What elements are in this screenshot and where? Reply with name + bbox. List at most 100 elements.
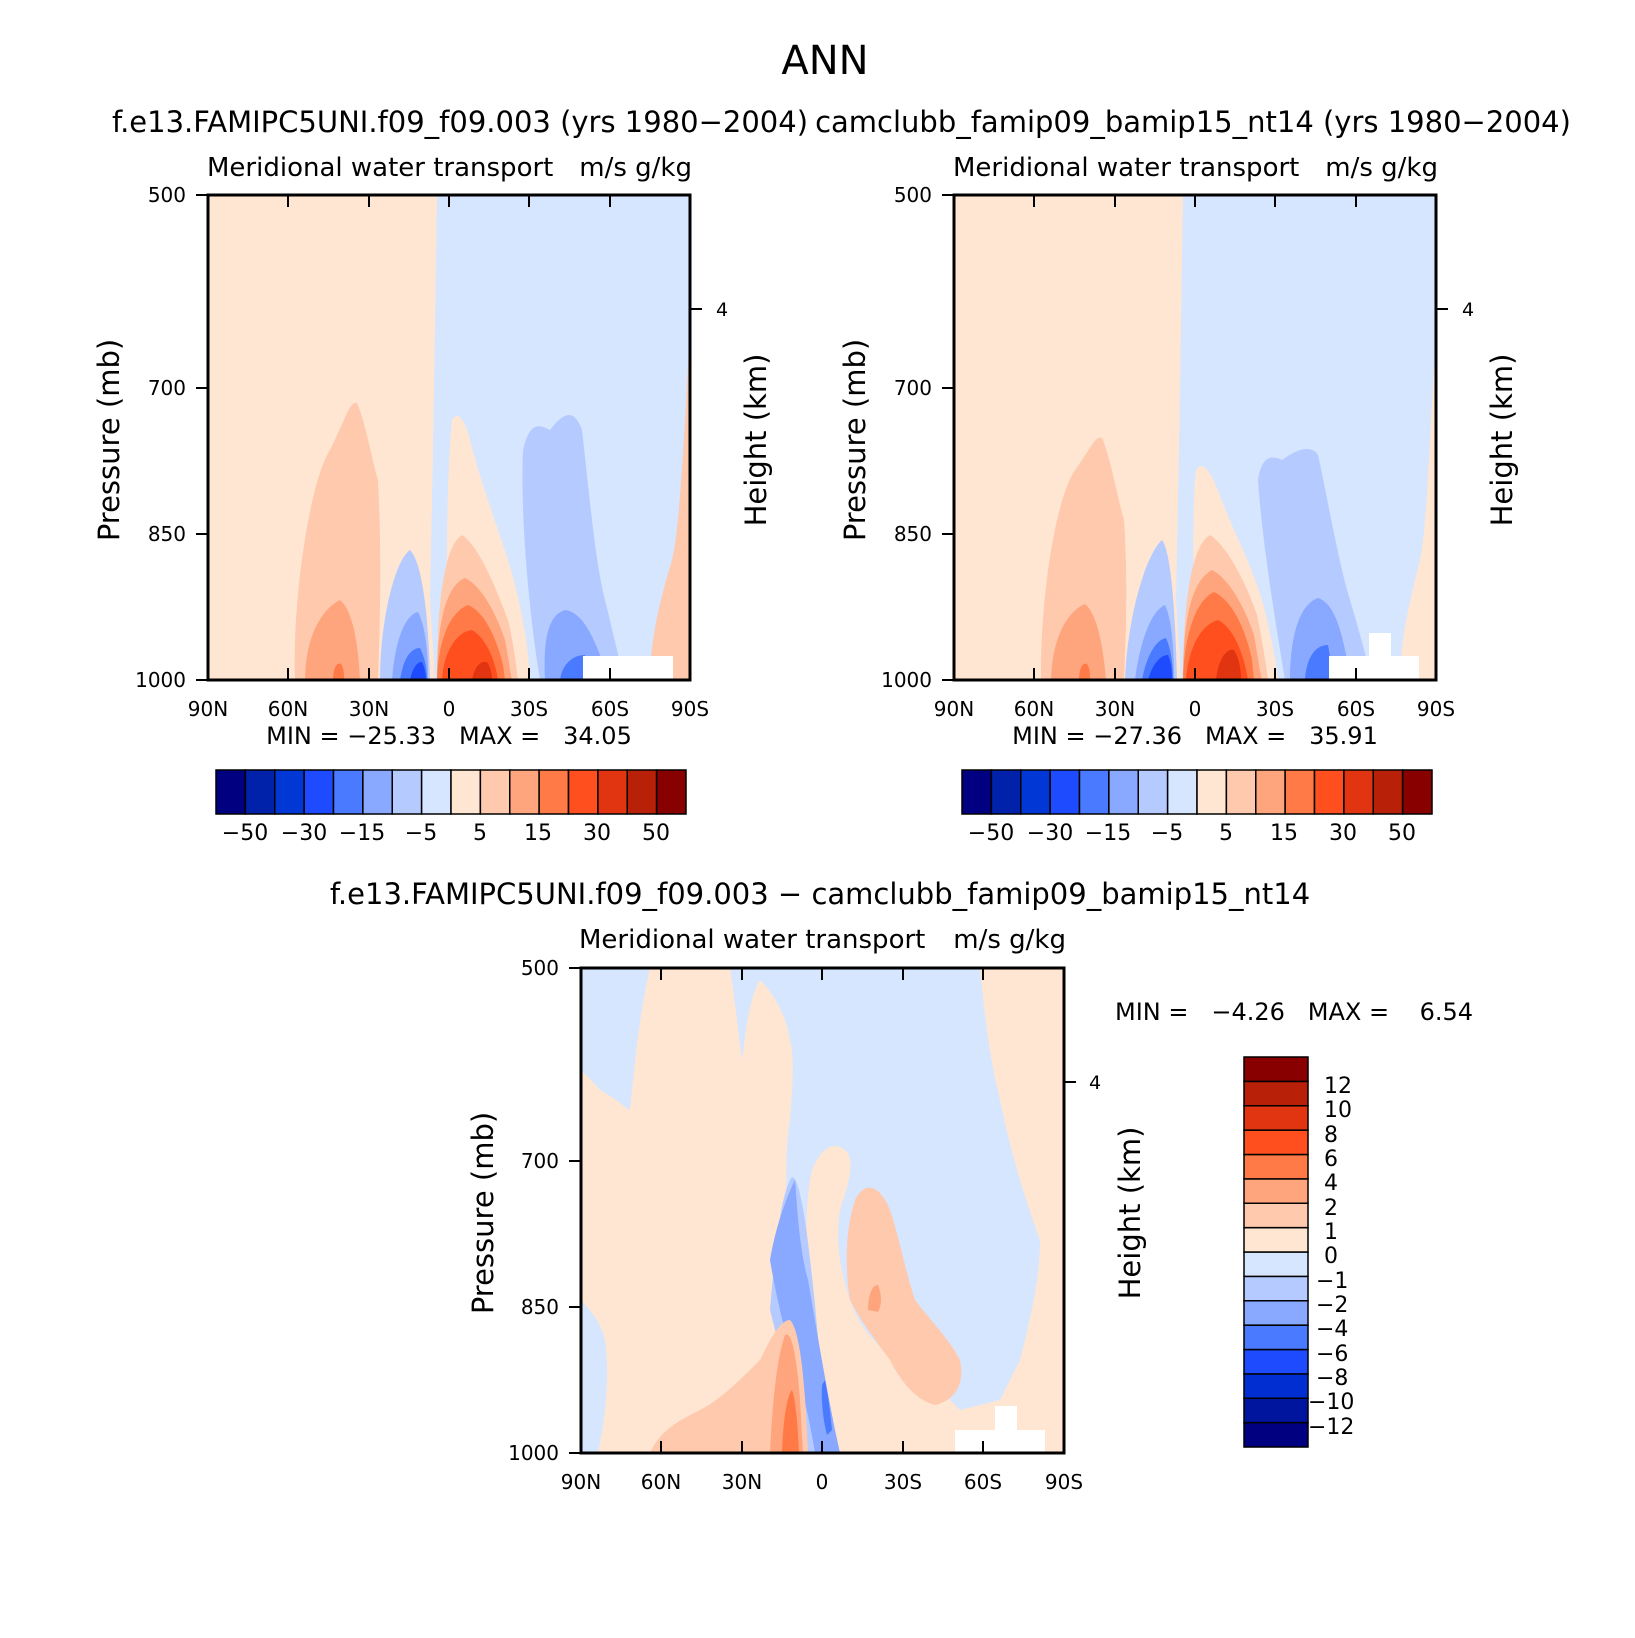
panel-2-xtick-label: 30S bbox=[1256, 697, 1294, 721]
panel-2-xtick-label: 90N bbox=[934, 697, 974, 721]
panel-2-xtick-label: 60S bbox=[1337, 697, 1375, 721]
panel-3-ylabel: Pressure (mb) bbox=[466, 1112, 500, 1314]
panel-1-ytick-label: 500 bbox=[148, 183, 186, 207]
colorbar-swatch bbox=[1313, 769, 1345, 815]
colorbar-swatch bbox=[1243, 1080, 1309, 1107]
panel-1-ytick-label: 1000 bbox=[135, 668, 186, 692]
panel-3-y-ticks bbox=[569, 967, 1076, 1454]
panel-1-ytick-label: 700 bbox=[148, 376, 186, 400]
panel-1-stats: MIN = −25.33 MAX = 34.05 bbox=[266, 722, 632, 750]
colorbar-swatch bbox=[990, 769, 1022, 815]
colorbar-swatch bbox=[1243, 1275, 1309, 1302]
panel-1-subtitle-right: m/s g/kg bbox=[579, 153, 692, 183]
colorbar-swatch bbox=[961, 769, 993, 815]
panel-1-xtick-label: 90S bbox=[671, 697, 709, 721]
panel-3-xtick-label: 30N bbox=[722, 1470, 762, 1494]
panel-3-ytick-label: 500 bbox=[521, 956, 559, 980]
colorbar-swatch bbox=[1049, 769, 1081, 815]
panel-3-colorbar-label: 10 bbox=[1324, 1098, 1352, 1123]
panel-3-pos-sh-1 bbox=[846, 1187, 962, 1405]
panel-1-field bbox=[208, 195, 690, 680]
colorbar-swatch bbox=[1243, 1397, 1309, 1424]
panel-3-colorbar-label: 1 bbox=[1324, 1220, 1338, 1245]
colorbar-swatch bbox=[450, 769, 482, 815]
panel-1-colorbar bbox=[215, 769, 687, 815]
colorbar-swatch bbox=[567, 769, 599, 815]
panel-1-colorbar-label: −15 bbox=[339, 821, 385, 846]
panel-1-colorbar-label: −30 bbox=[281, 821, 327, 846]
panel-2-xtick-label: 0 bbox=[1189, 697, 1202, 721]
colorbar-swatch bbox=[1243, 1056, 1309, 1083]
panel-3-pos-nh-1 bbox=[650, 1320, 808, 1453]
colorbar-swatch bbox=[1166, 769, 1198, 815]
panel-3-subtitle-left: Meridional water transport bbox=[579, 925, 925, 955]
colorbar-swatch bbox=[274, 769, 305, 815]
panel-2-colorbar-label: −5 bbox=[1151, 821, 1183, 846]
panel-2-colorbar-label: −50 bbox=[968, 821, 1014, 846]
panel-3-xtick-label: 0 bbox=[816, 1470, 829, 1494]
panel-2-colorbar-label: −15 bbox=[1085, 821, 1131, 846]
colorbar-swatch bbox=[1243, 1348, 1309, 1375]
colorbar-swatch bbox=[332, 769, 364, 815]
panel-3-x-ticks bbox=[580, 968, 984, 1453]
panel-3-stats: MIN = −4.26 MAX = 6.54 bbox=[1115, 998, 1473, 1026]
colorbar-swatch bbox=[1372, 769, 1404, 815]
panel-1-contour-trop-neg-30 bbox=[410, 662, 426, 680]
panel-1-missing bbox=[583, 656, 673, 680]
panel-3-missing bbox=[955, 1430, 1045, 1453]
panel-3-ylabel-right: Height (km) bbox=[1113, 1127, 1147, 1300]
panel-3-colorbar-label: 4 bbox=[1324, 1171, 1338, 1196]
panel-3-ytick-label: 700 bbox=[521, 1149, 559, 1173]
panel-1-xtick-label: 0 bbox=[443, 697, 456, 721]
panel-2-colorbar-label: −30 bbox=[1027, 821, 1073, 846]
colorbar-swatch bbox=[1243, 1373, 1309, 1400]
colorbar-swatch bbox=[215, 769, 247, 815]
panel-3-colorbar-label: −2 bbox=[1316, 1293, 1348, 1318]
panel-1-x-ticks bbox=[207, 195, 691, 680]
panel-1-xtick-label: 60N bbox=[268, 697, 308, 721]
panel-1-y-ticks bbox=[196, 194, 702, 681]
panel-1-contour-nh-20 bbox=[333, 663, 344, 680]
colorbar-swatch bbox=[538, 769, 570, 815]
panel-2-title: camclubb_famip09_bamip15_nt14 (yrs 1980−… bbox=[815, 105, 1571, 139]
colorbar-swatch bbox=[597, 769, 629, 815]
panel-2-contour-nh-5 bbox=[1040, 437, 1127, 680]
colorbar-swatch bbox=[1243, 1178, 1309, 1205]
panel-2-ytick-label: 500 bbox=[894, 183, 932, 207]
panel-3-neg-region-west bbox=[581, 968, 650, 1110]
colorbar-swatch bbox=[655, 769, 687, 815]
panel-3-colorbar-label: 8 bbox=[1324, 1123, 1338, 1148]
panel-3-neg-trop-core bbox=[821, 1380, 832, 1435]
panel-2-missing bbox=[1369, 633, 1391, 657]
panel-1-ylabel-right: Height (km) bbox=[739, 354, 773, 527]
colorbar-swatch bbox=[244, 769, 276, 815]
panel-3-colorbar-label: −6 bbox=[1316, 1342, 1348, 1367]
panel-1-colorbar-label: −50 bbox=[222, 821, 268, 846]
panel-2-subtitle-right: m/s g/kg bbox=[1325, 153, 1438, 183]
panel-2-colorbar-label: 30 bbox=[1329, 821, 1357, 846]
colorbar-swatch bbox=[1243, 1226, 1309, 1253]
panel-3-xtick-label: 60N bbox=[641, 1470, 681, 1494]
colorbar-swatch bbox=[1255, 769, 1286, 815]
panel-1-colorbar-label: 15 bbox=[524, 821, 552, 846]
colorbar-swatch bbox=[1243, 1153, 1309, 1180]
panel-3-ytick-label: 850 bbox=[521, 1295, 559, 1319]
colorbar-swatch bbox=[1020, 769, 1051, 815]
panel-1-contour-polar bbox=[650, 330, 690, 680]
panel-2-contour-eq-40 bbox=[1216, 649, 1241, 680]
panel-2-right-tick-label: 4 bbox=[1462, 299, 1474, 321]
panel-1-contour-eq-40 bbox=[472, 661, 492, 680]
colorbar-swatch bbox=[1243, 1421, 1309, 1448]
panel-1-colorbar-label: −5 bbox=[405, 821, 437, 846]
panel-3-colorbar-label: −8 bbox=[1316, 1366, 1348, 1391]
panel-3-colorbar-label: −1 bbox=[1316, 1269, 1348, 1294]
colorbar-swatch bbox=[1137, 769, 1169, 815]
panel-1-title: f.e13.FAMIPC5UNI.f09_f09.003 (yrs 1980−2… bbox=[112, 105, 808, 139]
panel-2-contour-polar bbox=[1400, 340, 1436, 680]
panel-3-missing bbox=[995, 1406, 1017, 1430]
panel-1-xtick-label: 60S bbox=[591, 697, 629, 721]
panel-2-contour-nh-20 bbox=[1079, 663, 1090, 680]
colorbar-swatch bbox=[391, 769, 423, 815]
panel-3-pos-nh-4 bbox=[782, 1390, 799, 1453]
panel-3-ytick-label: 1000 bbox=[508, 1441, 559, 1465]
